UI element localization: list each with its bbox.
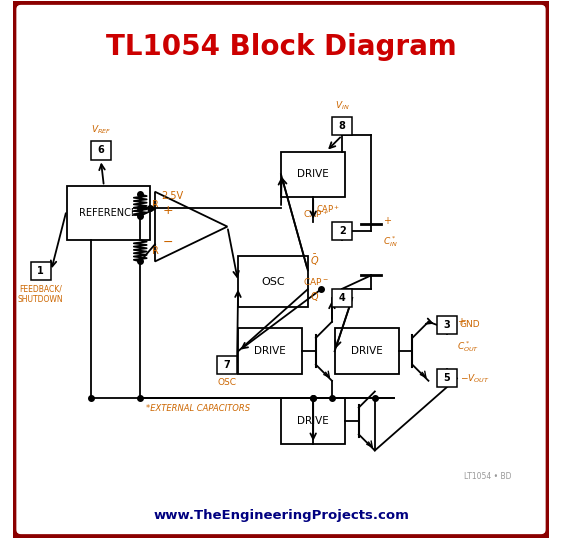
Text: CAP$^-$: CAP$^-$ [303, 276, 329, 287]
Text: −: − [163, 236, 174, 249]
Text: 4: 4 [339, 293, 346, 303]
Polygon shape [155, 192, 228, 261]
Text: 3: 3 [443, 320, 450, 330]
Bar [332, 117, 352, 135]
Text: 2.5V: 2.5V [162, 191, 184, 201]
Text: *EXTERNAL CAPACITORS: *EXTERNAL CAPACITORS [146, 404, 250, 412]
Text: $C_{IN}^*$: $C_{IN}^*$ [383, 233, 398, 248]
FancyBboxPatch shape [13, 2, 549, 537]
Bar [332, 222, 352, 240]
Text: 5: 5 [443, 374, 450, 383]
Text: +: + [383, 216, 391, 226]
Bar [437, 369, 457, 388]
Text: $\bar{Q}$: $\bar{Q}$ [310, 253, 320, 268]
Bar [281, 151, 345, 197]
Bar [217, 356, 237, 374]
Text: DRIVE: DRIVE [297, 416, 329, 426]
Text: R: R [152, 200, 159, 210]
Bar [334, 328, 399, 374]
Text: OSC: OSC [261, 277, 285, 287]
Bar [30, 262, 51, 280]
Text: +: + [163, 204, 174, 217]
Text: GND: GND [460, 320, 480, 329]
Text: LT1054 • BD: LT1054 • BD [464, 472, 511, 481]
Text: Q: Q [310, 292, 318, 302]
Text: 8: 8 [339, 121, 346, 132]
Text: DRIVE: DRIVE [255, 346, 286, 356]
Text: 2: 2 [339, 226, 346, 236]
Text: FEEDBACK/
SHUTDOWN: FEEDBACK/ SHUTDOWN [18, 285, 64, 304]
Text: www.TheEngineeringProjects.com: www.TheEngineeringProjects.com [153, 509, 409, 522]
Text: 1: 1 [38, 266, 44, 276]
Text: TL1054 Block Diagram: TL1054 Block Diagram [106, 33, 456, 61]
Bar [66, 186, 149, 240]
Text: +: + [457, 317, 465, 327]
Bar [238, 256, 308, 307]
Bar [332, 289, 352, 307]
Text: 6: 6 [97, 146, 104, 155]
Text: $-V_{OUT}$: $-V_{OUT}$ [460, 372, 489, 385]
Text: $V_{REF}$: $V_{REF}$ [90, 123, 111, 136]
Bar [90, 141, 111, 160]
Text: $V_{IN}$: $V_{IN}$ [335, 99, 350, 112]
Bar [281, 398, 345, 444]
Text: CAP$^+$: CAP$^+$ [316, 204, 340, 215]
Text: 7: 7 [224, 360, 230, 370]
Bar [437, 316, 457, 334]
Text: OSC: OSC [217, 378, 237, 388]
Text: $C_{OUT}^*$: $C_{OUT}^*$ [457, 339, 479, 354]
Bar [238, 328, 302, 374]
Text: R: R [152, 246, 159, 255]
Text: CAP$^+$: CAP$^+$ [303, 209, 329, 220]
Text: DRIVE: DRIVE [351, 346, 383, 356]
Text: REFERENCE: REFERENCE [79, 208, 137, 218]
Text: DRIVE: DRIVE [297, 169, 329, 179]
